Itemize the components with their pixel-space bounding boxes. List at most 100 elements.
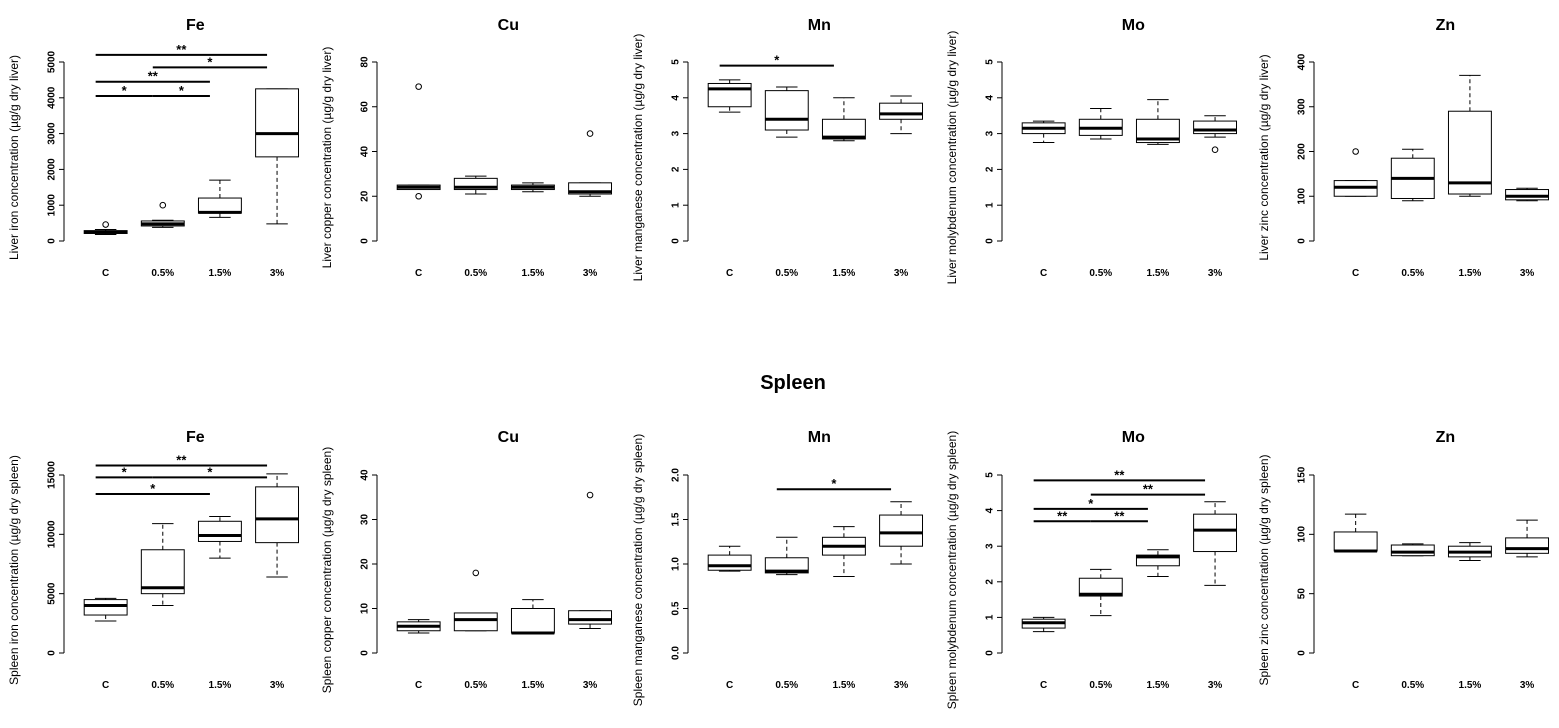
- box-C: [1021, 616, 1066, 633]
- box-3%: [879, 501, 924, 565]
- x-tick-label: 0.5%: [151, 268, 174, 279]
- box-0.5%: [1390, 543, 1435, 557]
- y-axis-label: Liver zinc concentration (µg/g dry liver…: [1257, 54, 1271, 260]
- x-tick-label: C: [1352, 268, 1359, 279]
- y-tick-label: 0: [1297, 238, 1308, 244]
- section-title-spleen: Spleen: [760, 372, 826, 394]
- outlier-point: [1211, 146, 1219, 154]
- box-1.5%: [197, 179, 242, 218]
- x-tick-label: 3%: [270, 680, 285, 691]
- y-tick-label: 5000: [47, 50, 58, 73]
- box-iqr: [453, 612, 498, 632]
- y-tick-label: 60: [360, 101, 371, 113]
- box-0.5%: [140, 523, 185, 607]
- box-3%: [1193, 115, 1238, 154]
- x-tick-label: 0.5%: [1089, 268, 1112, 279]
- significance-label: *: [207, 54, 213, 69]
- panel-title: Mn: [808, 429, 831, 446]
- box-1.5%: [1447, 542, 1492, 561]
- box-1.5%: [1135, 99, 1180, 145]
- panel-title: Zn: [1436, 17, 1456, 34]
- y-tick-label: 5: [671, 59, 682, 65]
- y-tick-label: 10: [360, 603, 371, 615]
- x-tick-label: 3%: [1520, 268, 1535, 279]
- x-tick-label: 0.5%: [775, 268, 798, 279]
- x-tick-label: 0.5%: [775, 680, 798, 691]
- x-tick-label: C: [102, 268, 109, 279]
- x-tick-label: 0.5%: [1401, 680, 1424, 691]
- x-tick-label: 3%: [1208, 268, 1223, 279]
- panel-spleen-fe: Fe Spleen iron concentration (µg/g dry sp…: [7, 429, 300, 691]
- box-3%: [568, 491, 613, 630]
- y-tick-label: 0: [47, 238, 58, 244]
- panel-title: Fe: [186, 429, 205, 446]
- y-tick-label: 40: [360, 469, 371, 481]
- box-0.5%: [764, 536, 809, 576]
- y-tick-label: 2: [985, 166, 996, 172]
- significance-label: **: [176, 42, 187, 57]
- box-iqr: [453, 177, 498, 191]
- box-iqr: [879, 102, 924, 120]
- outlier-point: [586, 491, 594, 499]
- box-1.5%: [821, 97, 866, 142]
- x-tick-label: 1.5%: [1147, 268, 1170, 279]
- significance-label: **: [1057, 508, 1068, 523]
- x-tick-label: 3%: [583, 268, 598, 279]
- y-tick-label: 10000: [47, 520, 58, 548]
- box-iqr: [255, 486, 300, 544]
- x-tick-label: 1.5%: [833, 268, 856, 279]
- outlier-point: [415, 83, 422, 90]
- significance-label: *: [122, 464, 128, 479]
- x-tick-label: 1.5%: [1459, 680, 1482, 691]
- box-1.5%: [1135, 549, 1180, 577]
- y-tick-label: 4: [985, 507, 996, 513]
- box-iqr: [1135, 554, 1180, 567]
- x-tick-label: 0.5%: [464, 268, 487, 279]
- x-tick-label: 3%: [583, 680, 598, 691]
- box-C: [1021, 120, 1066, 144]
- box-iqr: [707, 82, 752, 108]
- panel-spleen-zn: Zn Spleen zinc concentration (µg/g dry sp…: [1257, 429, 1550, 691]
- significance-label: **: [1143, 482, 1154, 497]
- x-tick-label: 0.5%: [1401, 268, 1424, 279]
- x-tick-label: C: [726, 268, 733, 279]
- x-tick-label: 1.5%: [522, 680, 545, 691]
- panel-title: Mo: [1122, 429, 1145, 446]
- y-tick-label: 4: [671, 95, 682, 101]
- box-C: [83, 597, 128, 622]
- y-tick-label: 40: [360, 146, 371, 158]
- panel-title: Cu: [498, 17, 519, 34]
- box-C: [396, 83, 441, 200]
- y-axis-label: Spleen zinc concentration (µg/g dry sple…: [1257, 454, 1271, 685]
- x-tick-label: 3%: [1208, 680, 1223, 691]
- panel-liver-fe: Fe Liver iron concentration (µg/g dry liv…: [7, 17, 300, 279]
- panel-spleen-cu: Cu Spleen copper concentration (µg/g dry …: [320, 429, 613, 693]
- x-tick-label: C: [415, 268, 422, 279]
- box-C: [83, 221, 128, 236]
- box-iqr: [255, 88, 300, 158]
- y-tick-label: 3: [985, 130, 996, 136]
- significance-label: **: [148, 69, 159, 84]
- panel-title: Mo: [1122, 17, 1145, 34]
- box-iqr: [1447, 110, 1492, 195]
- y-axis-label: Liver manganese concentration (µg/g dry …: [631, 34, 645, 282]
- panel-liver-mo: Mo Liver molybdenum concentration (µg/g d…: [945, 17, 1238, 284]
- outlier-point: [586, 130, 594, 137]
- y-tick-label: 2000: [47, 158, 58, 181]
- y-axis-label: Spleen manganese concentration (µg/g dry…: [631, 434, 645, 706]
- box-1.5%: [1447, 74, 1492, 197]
- significance-label: *: [150, 481, 156, 496]
- x-tick-label: 1.5%: [1147, 680, 1170, 691]
- box-iqr: [83, 599, 128, 616]
- box-iqr: [1078, 577, 1123, 597]
- outlier-point: [102, 221, 109, 228]
- box-iqr: [568, 182, 613, 195]
- box-iqr: [707, 554, 752, 571]
- box-1.5%: [821, 526, 866, 577]
- y-tick-label: 0: [985, 650, 996, 656]
- x-tick-label: 3%: [270, 268, 285, 279]
- outlier-point: [415, 192, 422, 200]
- y-tick-label: 2.0: [671, 468, 682, 482]
- significance-label: *: [774, 53, 780, 68]
- box-3%: [255, 88, 300, 225]
